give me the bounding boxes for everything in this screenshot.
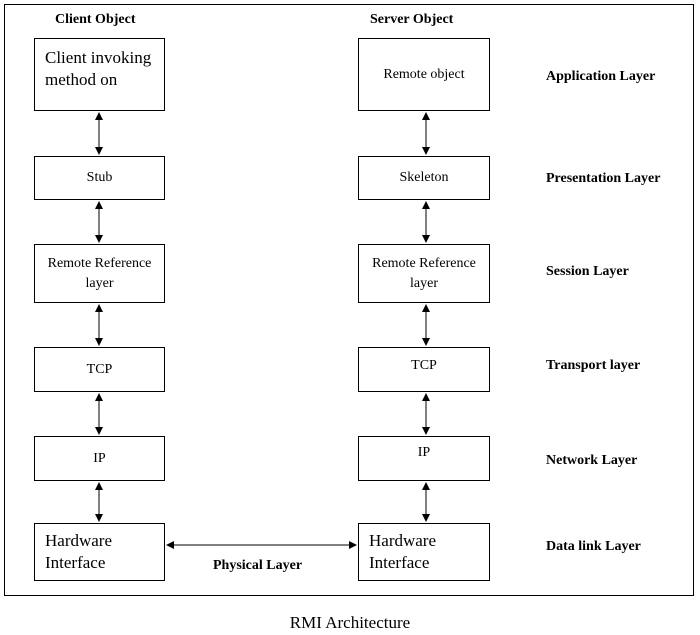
client-tcp-label: TCP [86, 361, 113, 377]
server-tcp-box: TCP [358, 347, 490, 392]
network-layer-label: Network Layer [546, 453, 638, 468]
server-remote-reference-label: Remote Reference layer [372, 255, 476, 291]
connector-arrows [95, 112, 430, 549]
server-ip-box: IP [358, 436, 490, 481]
client-hardware-interface-label: Hardware Interface [45, 531, 113, 572]
client-remote-reference-box: Remote Reference layer [34, 244, 165, 303]
session-layer-label: Session Layer [546, 264, 629, 279]
server-remote-object-box: Remote object [358, 38, 490, 111]
server-hardware-interface-box: Hardware Interface [358, 523, 490, 581]
application-layer-label: Application Layer [546, 69, 656, 84]
data-link-layer-label: Data link Layer [546, 539, 641, 554]
server-skeleton-label: Skeleton [399, 170, 449, 185]
figure-caption: RMI Architecture [289, 613, 411, 632]
server-ip-label: IP [417, 445, 431, 460]
client-invoking-method-label: Client invoking method on [45, 48, 152, 89]
client-object-heading: Client Object [55, 12, 136, 27]
client-tcp-box: TCP [34, 347, 165, 392]
diagram-frame [4, 4, 694, 596]
client-ip-box: IP [34, 436, 165, 481]
transport-layer-label: Transport layer [546, 358, 641, 373]
presentation-layer-label: Presentation Layer [546, 171, 661, 186]
server-remote-object-label: Remote object [383, 67, 465, 82]
client-ip-label: IP [93, 450, 106, 466]
client-invoking-method-box: Client invoking method on [34, 38, 165, 111]
server-remote-reference-box: Remote Reference layer [358, 244, 490, 303]
client-hardware-interface-box: Hardware Interface [34, 523, 165, 581]
physical-layer-label: Physical Layer [213, 558, 303, 573]
server-object-heading: Server Object [370, 12, 454, 27]
server-skeleton-box: Skeleton [358, 156, 490, 200]
server-tcp-label: TCP [411, 358, 437, 373]
client-remote-reference-label: Remote Reference layer [47, 255, 152, 291]
client-stub-label: Stub [86, 170, 113, 185]
client-stub-box: Stub [34, 156, 165, 200]
server-hardware-interface-label: Hardware Interface [369, 531, 437, 572]
